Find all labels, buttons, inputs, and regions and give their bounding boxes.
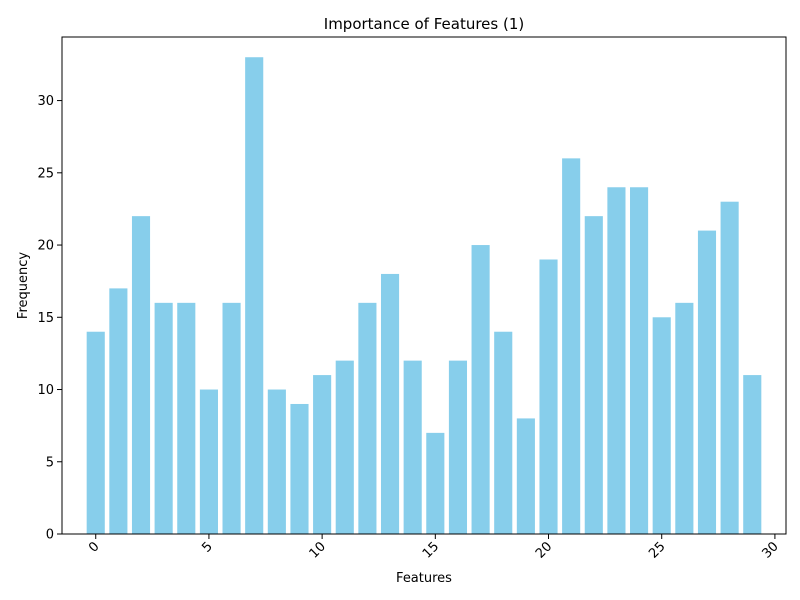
bar-feature-12	[358, 302, 377, 534]
x-tick-label: 30	[759, 539, 781, 561]
y-tick-label: 30	[37, 94, 54, 109]
bar-feature-13	[380, 273, 400, 534]
bar-feature-26	[675, 302, 694, 534]
y-tick-label: 25	[37, 166, 54, 181]
bar-feature-18	[494, 331, 513, 534]
bar-feature-3	[154, 302, 173, 534]
x-tick-label: 5	[199, 539, 215, 555]
bar-feature-2	[131, 216, 151, 534]
bar-feature-5	[199, 389, 218, 534]
y-tick-label: 10	[37, 383, 54, 398]
x-axis: 0 5 10 15 20 25 30	[86, 534, 782, 562]
y-tick-label: 5	[46, 455, 54, 470]
y-tick-label: 15	[37, 311, 54, 326]
y-tick-label: 20	[37, 239, 54, 254]
bar-feature-28	[720, 201, 739, 534]
x-tick-label: 0	[86, 539, 102, 555]
bar-feature-17	[471, 245, 490, 534]
bar-feature-9	[290, 403, 309, 534]
bar-feature-14	[403, 360, 422, 534]
x-tick-label: 10	[307, 539, 329, 561]
x-tick-label: 15	[420, 539, 442, 561]
bar-feature-25	[652, 317, 671, 534]
x-axis-label: Features	[396, 571, 452, 586]
bar-feature-4	[177, 302, 196, 534]
y-axis-label: Frequency	[16, 252, 31, 319]
bar-feature-20	[539, 259, 558, 534]
y-tick-label: 0	[46, 528, 54, 543]
bar-feature-16	[448, 360, 468, 534]
plot-frame	[61, 36, 787, 535]
bar-feature-11	[335, 360, 354, 534]
bar-feature-19	[516, 418, 535, 534]
x-tick-label: 20	[533, 539, 555, 561]
bar-feature-24	[630, 187, 649, 535]
bar-feature-10	[313, 375, 332, 534]
x-tick-label: 25	[646, 539, 668, 561]
bar-feature-29	[743, 375, 762, 534]
bar-feature-0	[86, 331, 105, 534]
bar-feature-23	[607, 187, 626, 535]
bar-feature-1	[109, 288, 128, 534]
y-axis: 0 5 10 15 20 25 30	[37, 94, 62, 543]
bar-feature-6	[222, 302, 241, 534]
bars-group	[86, 57, 762, 535]
bar-feature-8	[267, 389, 286, 534]
bar-feature-27	[697, 230, 717, 535]
bar-feature-22	[584, 216, 603, 534]
bar-feature-21	[562, 158, 581, 534]
bar-feature-7	[245, 57, 264, 534]
bar-feature-15	[426, 432, 445, 534]
chart-title: Importance of Features (1)	[324, 15, 524, 33]
